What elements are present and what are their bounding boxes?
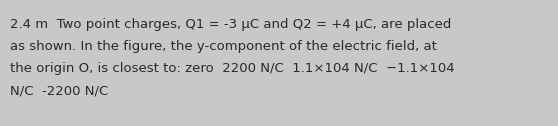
Text: the origin O, is closest to: zero  2200 N/C  1.1×104 N/C  −1.1×104: the origin O, is closest to: zero 2200 N… <box>10 62 455 75</box>
Text: 2.4 m  Two point charges, Q1 = -3 μC and Q2 = +4 μC, are placed: 2.4 m Two point charges, Q1 = -3 μC and … <box>10 18 451 31</box>
Text: N/C  -2200 N/C: N/C -2200 N/C <box>10 84 108 97</box>
Text: as shown. In the figure, the y-component of the electric field, at: as shown. In the figure, the y-component… <box>10 40 437 53</box>
